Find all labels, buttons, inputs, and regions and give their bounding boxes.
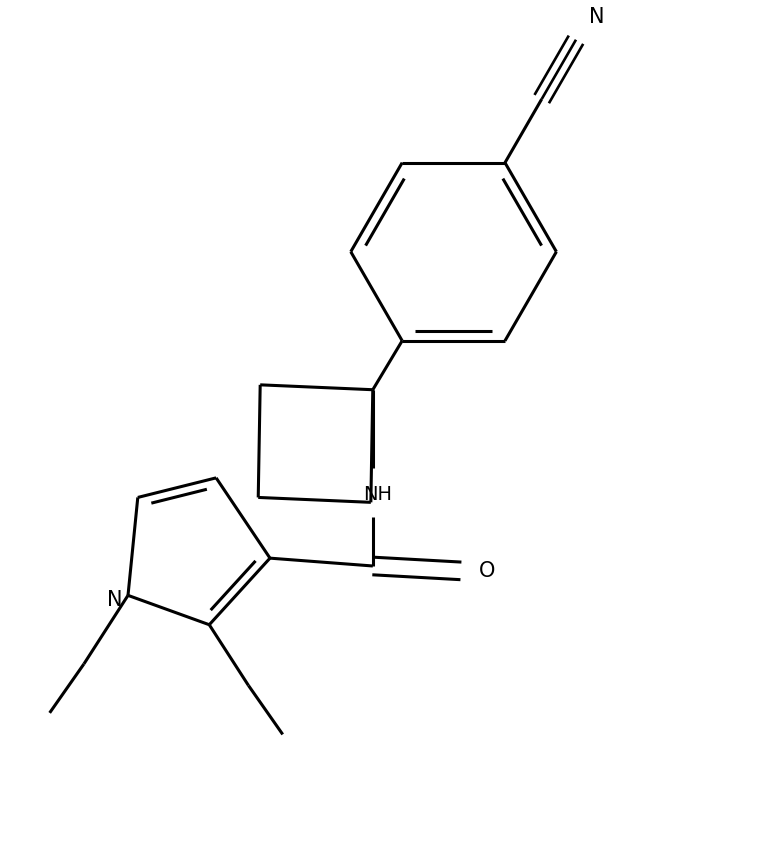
Text: N: N [107, 590, 122, 610]
Text: O: O [478, 561, 495, 581]
Text: N: N [589, 7, 604, 27]
Text: NH: NH [363, 485, 392, 504]
